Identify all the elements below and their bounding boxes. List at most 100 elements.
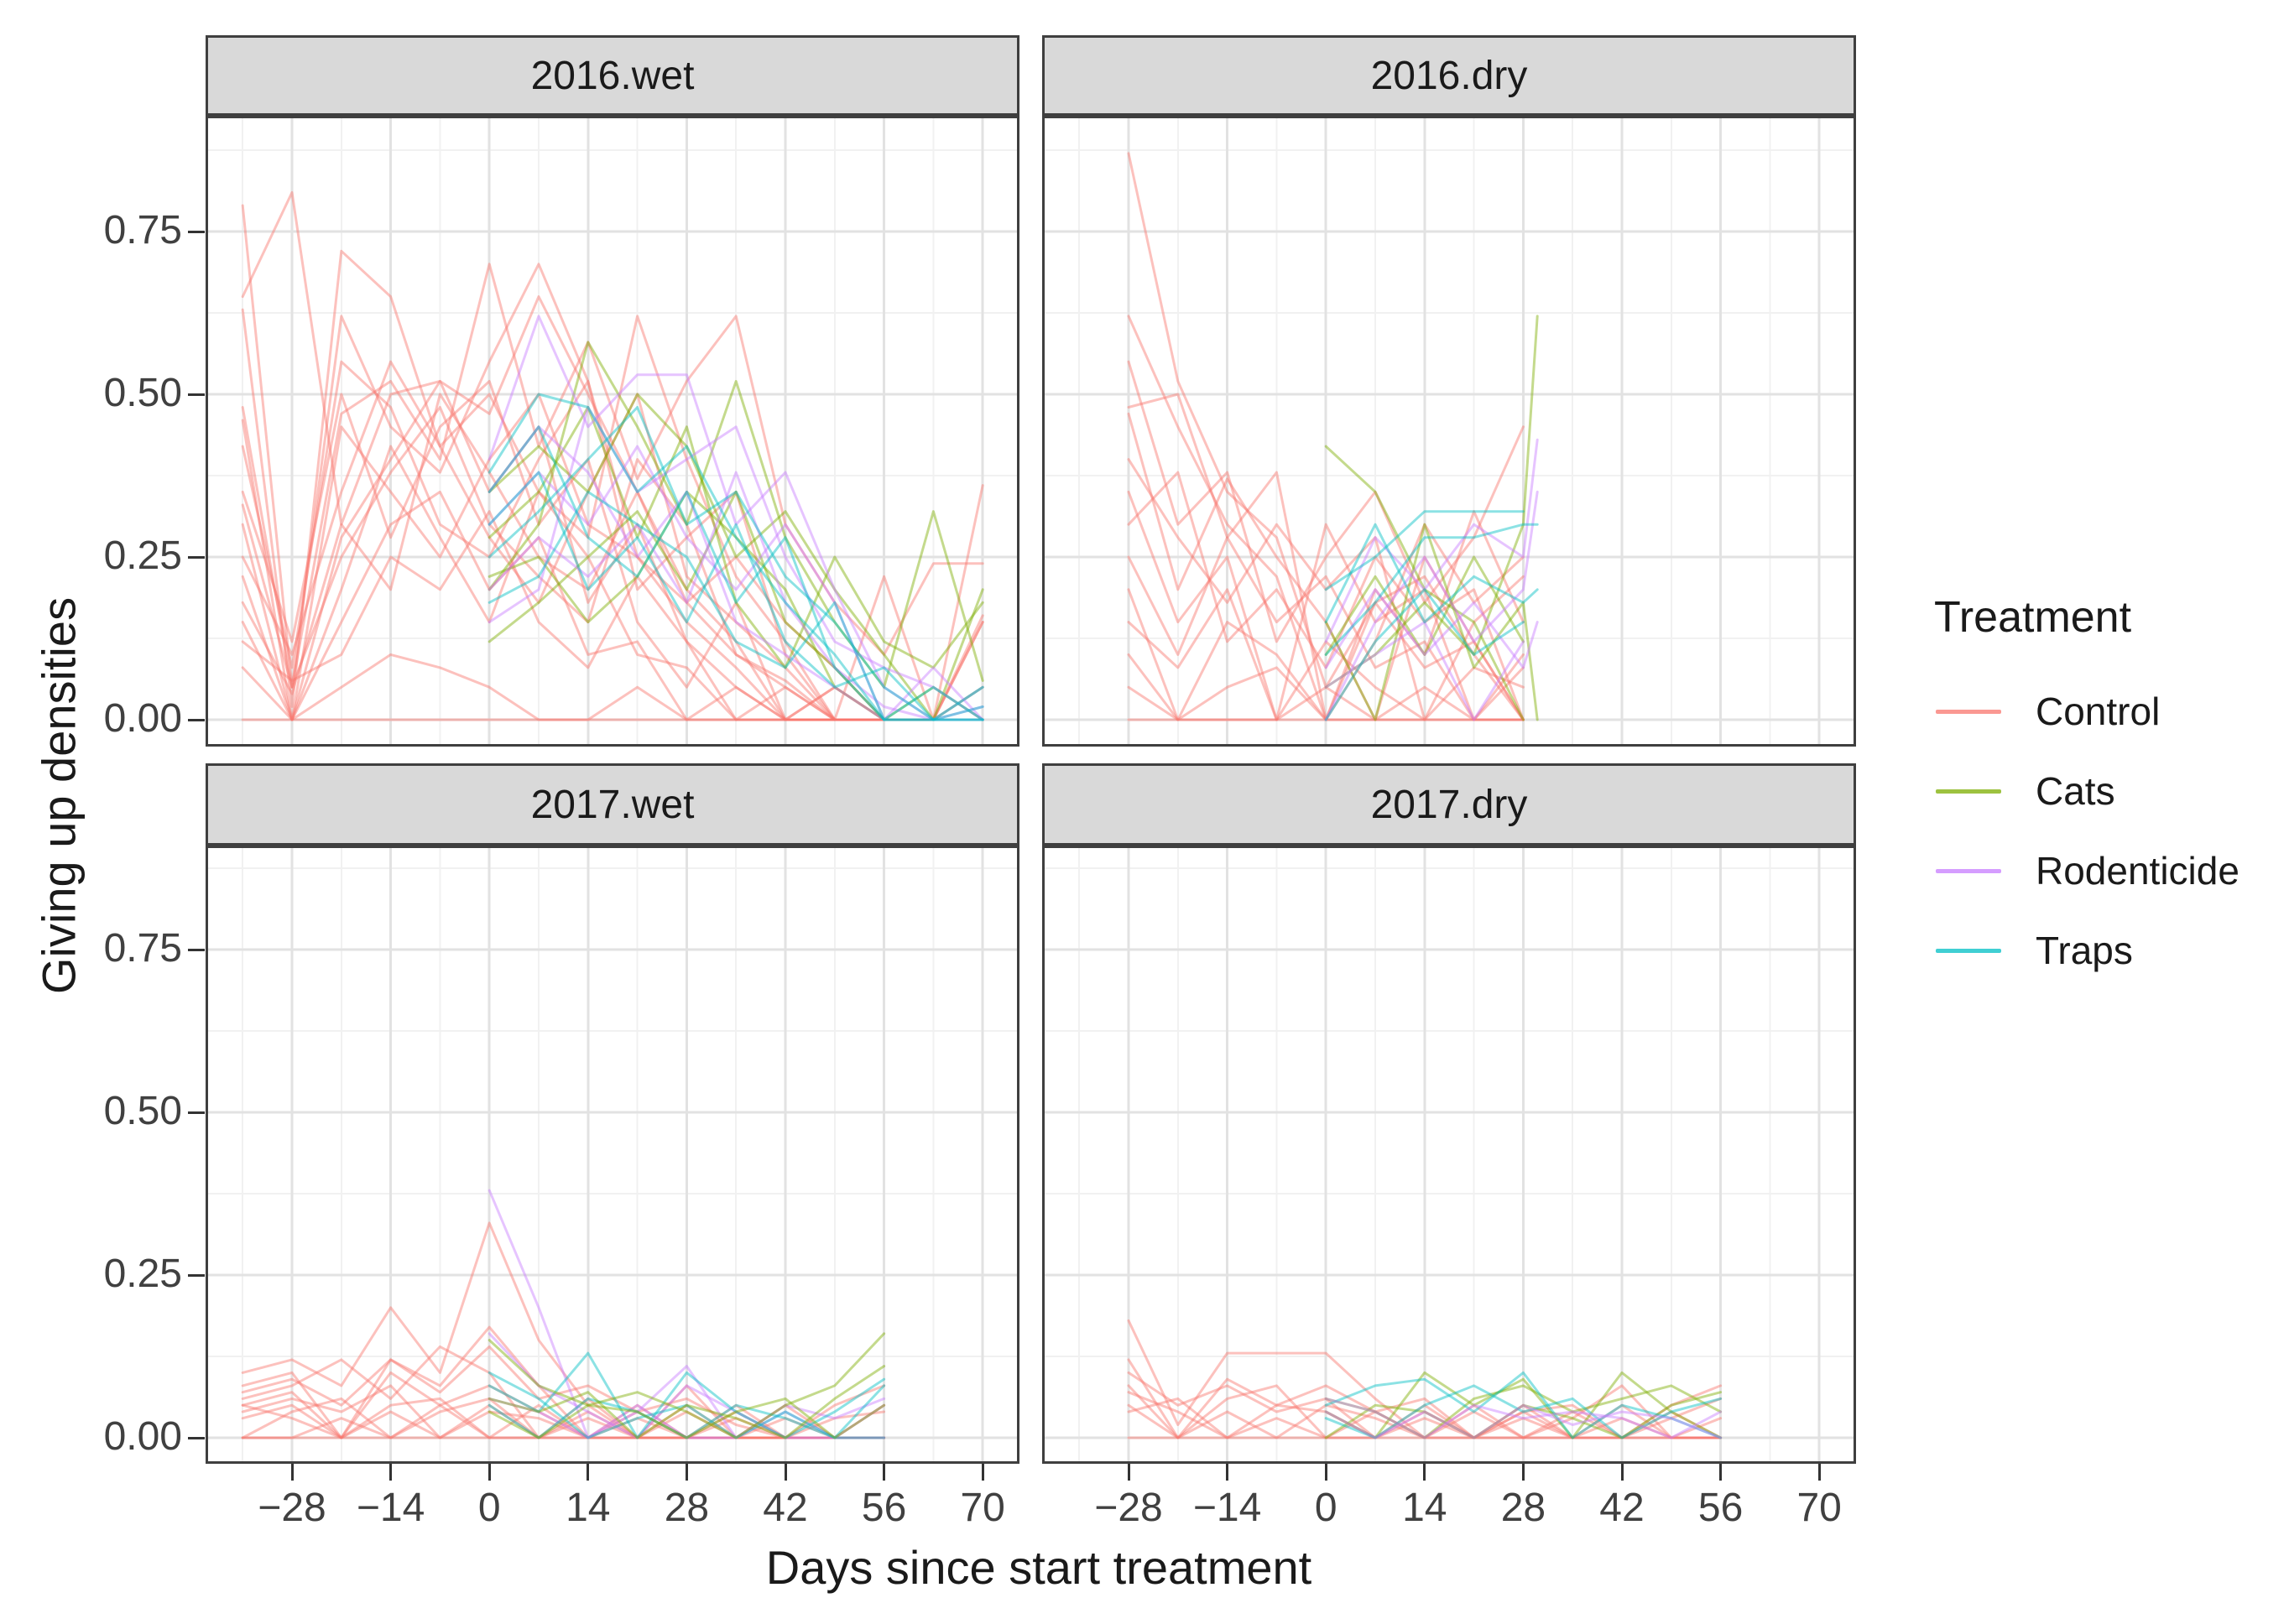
- plot-area-2017-wet: [208, 848, 1017, 1461]
- x-tick-label: 42: [763, 1486, 808, 1530]
- series-line-control: [241, 190, 984, 721]
- series-line-control: [1127, 315, 1525, 721]
- series-line-traps: [488, 490, 984, 721]
- x-tick-mark: [1324, 1464, 1327, 1481]
- plot-area-2017-dry: [1045, 848, 1854, 1461]
- series-line-control: [1127, 1403, 1723, 1439]
- series-line-control: [241, 1325, 886, 1439]
- x-tick-label: −28: [1094, 1486, 1163, 1530]
- series-line-control: [1127, 1391, 1723, 1439]
- series-line-control: [241, 204, 984, 689]
- series-line-cats: [488, 490, 984, 721]
- series-line-rodenticide: [488, 1397, 886, 1439]
- series-line-cats: [1324, 1371, 1723, 1439]
- x-tick-label: 0: [1314, 1486, 1337, 1530]
- series-line-cats: [1324, 315, 1539, 689]
- legend-title: Treatment: [1934, 593, 2132, 642]
- series-line-control: [241, 1221, 886, 1439]
- series-line-control: [241, 1403, 886, 1439]
- x-tick-label: 28: [1500, 1486, 1546, 1530]
- legend-label-rodenticide: Rodenticide: [2036, 849, 2239, 893]
- series-line-rodenticide: [488, 315, 984, 721]
- facet-strip-2016-wet: 2016.wet: [206, 35, 1019, 116]
- series-line-control: [241, 393, 984, 721]
- series-line-traps: [488, 1371, 886, 1439]
- series-line-traps: [488, 1384, 886, 1439]
- x-tick-mark: [290, 1464, 294, 1481]
- x-tick-label: 14: [1402, 1486, 1447, 1530]
- x-tick-mark: [1226, 1464, 1229, 1481]
- series-line-rodenticide: [1324, 588, 1539, 669]
- legend-label-cats: Cats: [2036, 769, 2115, 813]
- series-line-rodenticide: [488, 406, 984, 721]
- series-line-traps: [1324, 523, 1539, 624]
- series-line-rodenticide: [488, 445, 984, 721]
- series-line-control: [1127, 653, 1525, 721]
- series-line-control: [1127, 1384, 1723, 1439]
- series-line-cats: [488, 406, 984, 669]
- series-line-control: [241, 1384, 886, 1439]
- y-tick-label: 0.00: [103, 696, 182, 741]
- series-line-traps: [1324, 523, 1539, 656]
- x-tick-label: 14: [566, 1486, 611, 1530]
- series-line-rodenticide: [1324, 1403, 1723, 1439]
- series-line-control: [241, 1403, 886, 1439]
- facet-strip-2017-wet: 2017.wet: [206, 763, 1019, 846]
- series-line-traps: [1324, 588, 1525, 721]
- series-line-control: [1127, 1358, 1723, 1439]
- y-tick-mark: [188, 1436, 205, 1439]
- series-line-control: [241, 1345, 886, 1439]
- x-tick-label: 56: [1697, 1486, 1744, 1530]
- y-tick-mark: [188, 948, 205, 951]
- series-line-rodenticide: [488, 1189, 886, 1439]
- x-tick-label: 42: [1599, 1486, 1645, 1530]
- series-line-cats: [1324, 1384, 1723, 1439]
- series-line-control: [241, 510, 935, 721]
- x-tick-mark: [784, 1464, 787, 1481]
- facet-strip-2016-dry: 2016.dry: [1042, 35, 1856, 116]
- series-line-control: [241, 1397, 886, 1439]
- series-line-traps: [488, 406, 984, 721]
- x-tick-label: 56: [861, 1486, 907, 1530]
- series-line-control: [241, 1397, 886, 1439]
- x-tick-label: 28: [664, 1486, 710, 1530]
- series-line-control: [1127, 393, 1525, 721]
- y-tick-label: 0.50: [103, 1089, 182, 1133]
- series-line-traps: [488, 1351, 886, 1439]
- series-line-control: [1127, 360, 1525, 643]
- x-tick-mark: [1817, 1464, 1821, 1481]
- x-tick-label: −28: [258, 1486, 326, 1530]
- plot-area-2016-dry: [1045, 118, 1854, 744]
- series-line-rodenticide: [488, 471, 984, 721]
- series-line-control: [241, 249, 935, 721]
- series-line-rodenticide: [488, 425, 984, 721]
- legend-label-traps: Traps: [2036, 929, 2133, 972]
- facet-panel-2016-dry: [1042, 116, 1856, 747]
- series-line-cats: [1324, 445, 1525, 721]
- series-line-rodenticide: [1324, 1397, 1723, 1439]
- x-tick-label: −14: [356, 1486, 425, 1530]
- legend-key-rodenticide-line: [1936, 868, 2001, 873]
- series-line-traps: [488, 425, 984, 721]
- x-tick-mark: [1620, 1464, 1624, 1481]
- facet-strip-2017-dry: 2017.dry: [1042, 763, 1856, 846]
- series-line-control: [1127, 471, 1525, 721]
- series-line-control: [241, 360, 935, 721]
- series-line-cats: [488, 1365, 886, 1439]
- series-line-traps: [1324, 1384, 1723, 1439]
- series-line-cats: [488, 1332, 886, 1439]
- y-tick-label: 0.25: [103, 534, 182, 578]
- series-line-control: [241, 445, 935, 721]
- series-line-control: [1127, 490, 1525, 721]
- x-tick-label: 0: [477, 1486, 501, 1530]
- series-line-control: [241, 263, 984, 721]
- x-tick-mark: [1423, 1464, 1426, 1481]
- facet-panel-2016-wet: [206, 116, 1019, 747]
- x-tick-mark: [488, 1464, 491, 1481]
- x-axis-title: Days since start treatment: [765, 1541, 1312, 1594]
- y-tick-mark: [188, 718, 205, 721]
- x-tick-mark: [685, 1464, 688, 1481]
- legend-key-control-line: [1936, 709, 2001, 714]
- series-line-control: [241, 406, 935, 721]
